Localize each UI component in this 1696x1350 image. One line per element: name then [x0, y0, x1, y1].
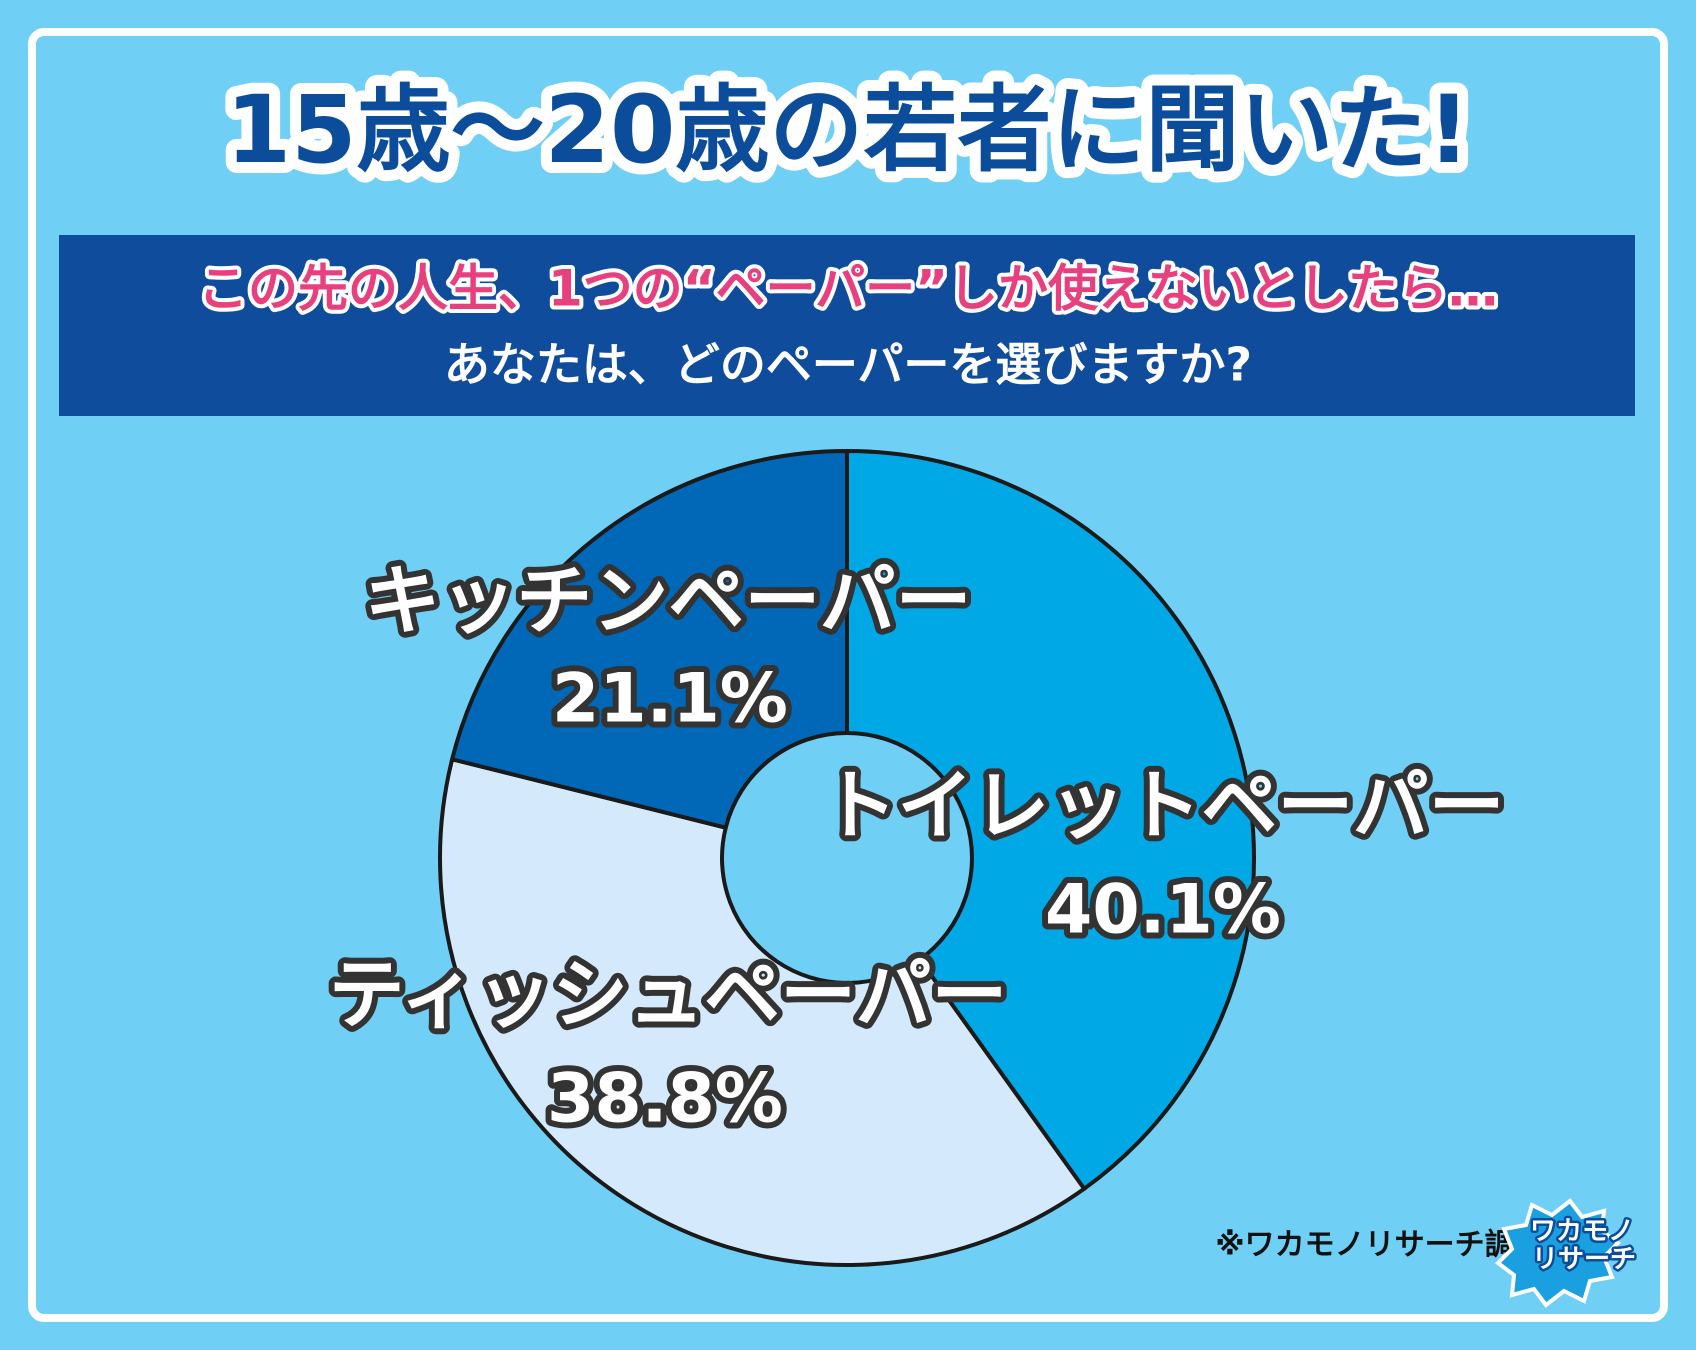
source-note: ※ワカモノリサーチ調べ [1215, 1228, 1544, 1263]
chart-title: 15歳〜20歳の若者に聞いた! [226, 76, 1471, 185]
frame [28, 28, 1668, 1322]
subtitle-band [59, 235, 1635, 416]
wedge [845, 448, 1257, 1192]
logo: ワカモノ リサーチ [1494, 1198, 1639, 1308]
subtitle-line: この先の人生、1つの“ペーパー”しか使えないとしたら… [198, 260, 1498, 318]
logo-text: ワカモノ [1530, 1217, 1634, 1247]
logo-badge [1494, 1198, 1622, 1308]
wedge [437, 756, 1087, 1267]
subtitle-line: あなたは、どのペーパーを選びますか? [444, 338, 1252, 392]
category-label: キッチンペーパー [364, 556, 971, 645]
logo-text: リサーチ [1532, 1245, 1636, 1275]
category-label: トイレットペーパー [821, 761, 1504, 850]
value-label: 21.1% [552, 660, 788, 739]
wedge [449, 448, 849, 831]
value-label: 38.8% [547, 1060, 783, 1139]
category-label: ティッシュペーパー [329, 950, 1008, 1039]
labels: トイレットペーパー 40.1% ティッシュペーパー 38.8% キッチンペーパー 21.1… [323, 550, 1511, 1145]
value-label: 40.1% [1045, 871, 1281, 950]
donut [437, 448, 1257, 1267]
